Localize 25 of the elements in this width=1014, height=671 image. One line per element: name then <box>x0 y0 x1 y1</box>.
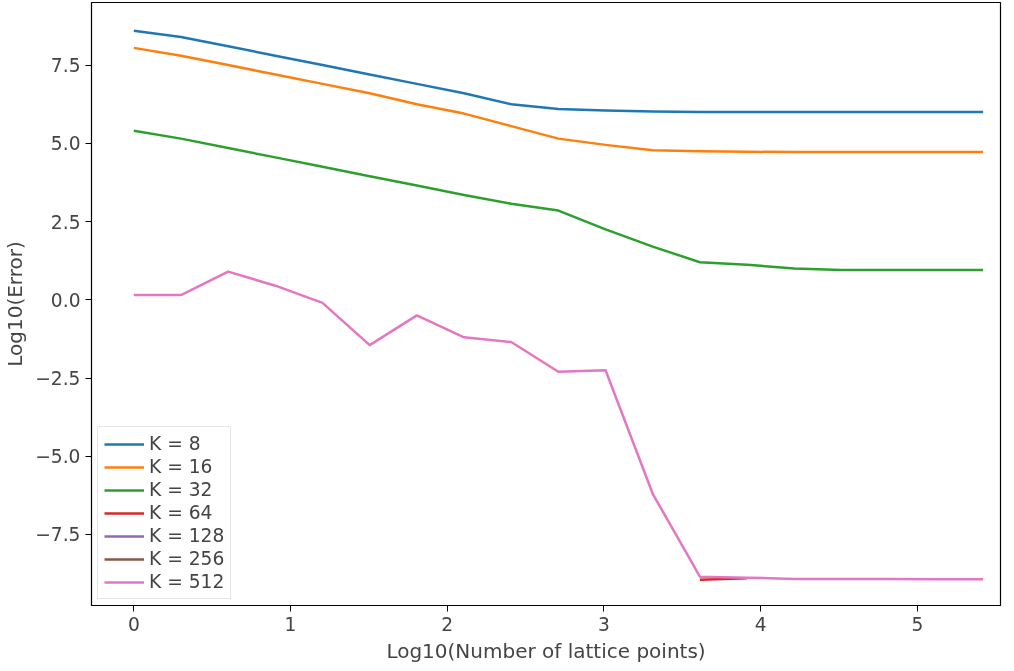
y-tick-label: 7.5 <box>50 55 81 77</box>
legend-label: K = 32 <box>149 479 213 500</box>
x-tick-label: 1 <box>284 613 297 635</box>
legend-label: K = 16 <box>149 456 213 477</box>
y-tick-label: 2.5 <box>50 211 81 233</box>
legend-label: K = 8 <box>149 433 201 454</box>
y-tick-label: 0.0 <box>50 289 81 311</box>
line-series <box>132 46 985 154</box>
x-tick-label: 2 <box>441 613 454 635</box>
x-tick-label: 3 <box>598 613 610 635</box>
legend-label: K = 256 <box>149 548 225 569</box>
x-tick-label: 5 <box>911 613 924 635</box>
y-tick-label: −5.0 <box>35 446 81 468</box>
y-tick-label: −7.5 <box>35 524 81 546</box>
x-tick-label: 0 <box>127 613 140 635</box>
line-series <box>132 29 985 114</box>
legend-label: K = 512 <box>149 571 225 592</box>
y-axis-title: Log10(Error) <box>3 241 28 367</box>
x-axis-title: Log10(Number of lattice points) <box>386 638 706 663</box>
y-tick-label: −2.5 <box>35 368 81 390</box>
line-series <box>132 129 985 272</box>
legend-label: K = 128 <box>149 525 225 546</box>
y-tick-label: 5.0 <box>50 133 81 155</box>
legend-label: K = 64 <box>149 502 213 523</box>
x-tick-label: 4 <box>754 613 767 635</box>
